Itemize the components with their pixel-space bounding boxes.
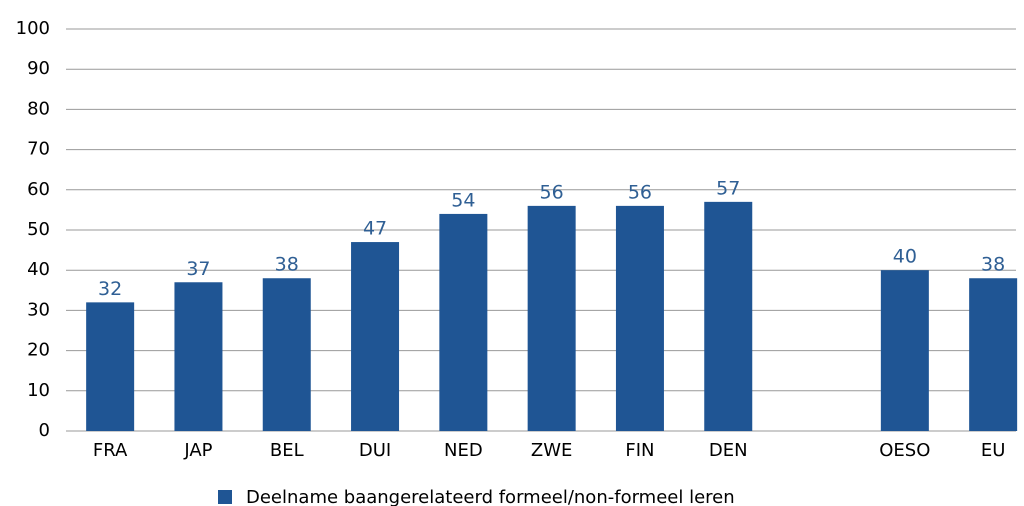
bar [439, 213, 488, 431]
bar [527, 205, 576, 431]
y-tick-label: 30 [27, 299, 50, 320]
y-tick-label: 10 [27, 380, 50, 401]
x-tick-label: FRA [93, 440, 128, 461]
y-tick-label: 40 [27, 259, 50, 280]
bar [615, 205, 664, 431]
value-label: 47 [363, 218, 387, 240]
value-label: 56 [628, 181, 652, 203]
bar [174, 282, 223, 431]
bar [704, 201, 753, 431]
value-label: 56 [540, 181, 564, 203]
y-tick-label: 60 [27, 179, 50, 200]
x-tick-label: OESO [879, 440, 930, 461]
y-tick-label: 0 [39, 420, 50, 441]
x-tick-label: DEN [709, 440, 748, 461]
bar [262, 278, 311, 431]
x-tick-label: DUI [359, 440, 391, 461]
x-tick-label: JAP [183, 440, 212, 461]
bar [880, 270, 929, 431]
y-tick-label: 20 [27, 340, 50, 361]
x-tick-label: FIN [625, 440, 654, 461]
y-tick-label: 70 [27, 139, 50, 160]
value-label: 37 [186, 258, 210, 280]
y-tick-label: 100 [16, 18, 50, 39]
x-tick-label: BEL [270, 440, 304, 461]
value-label: 38 [275, 254, 299, 276]
y-tick-label: 50 [27, 219, 50, 240]
value-label: 38 [981, 254, 1005, 276]
bar [351, 242, 400, 431]
bar [969, 278, 1018, 431]
y-tick-label: 90 [27, 58, 50, 79]
value-label: 40 [893, 246, 917, 268]
legend-swatch [218, 490, 232, 504]
value-label: 32 [98, 278, 122, 300]
value-label: 57 [716, 177, 740, 199]
x-tick-label: EU [981, 440, 1006, 461]
y-tick-label: 80 [27, 98, 50, 119]
x-tick-label: ZWE [531, 440, 573, 461]
bar [86, 302, 135, 431]
x-tick-label: NED [444, 440, 483, 461]
legend-label: Deelname baangerelateerd formeel/non-for… [246, 487, 735, 506]
value-label: 54 [451, 189, 475, 211]
